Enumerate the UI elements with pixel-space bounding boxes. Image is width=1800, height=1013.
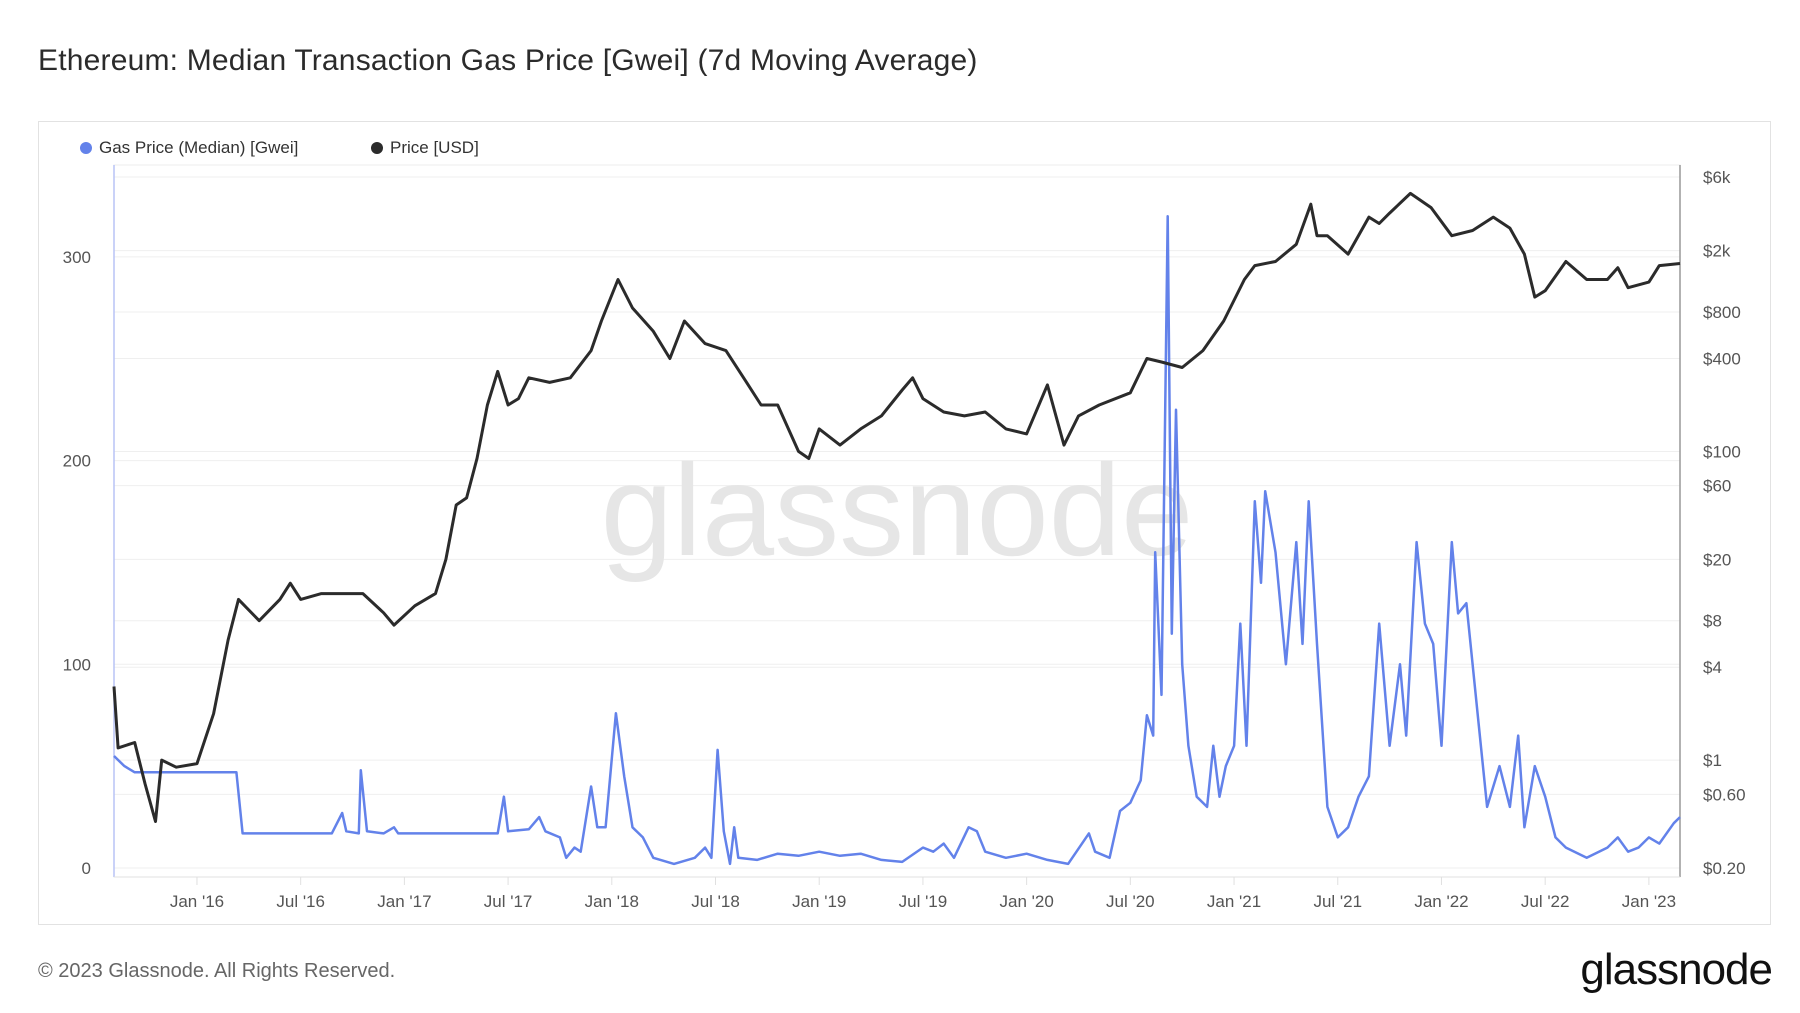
glassnode-logo: glassnode [1580, 945, 1773, 994]
x-tick-label: Jan '16 [170, 892, 224, 911]
y-right-tick-label: $0.60 [1703, 785, 1746, 804]
x-tick-label: Jan '21 [1207, 892, 1261, 911]
x-tick-label: Jan '19 [792, 892, 846, 911]
x-tick-label: Jul '19 [899, 892, 948, 911]
legend-label: Price [USD] [390, 138, 479, 157]
x-tick-label: Jul '20 [1106, 892, 1155, 911]
y-right-tick-label: $800 [1703, 303, 1741, 322]
y-left-tick-label: 0 [82, 859, 91, 878]
x-tick-label: Jan '20 [999, 892, 1053, 911]
y-right-tick-label: $1 [1703, 751, 1722, 770]
chart-frame [38, 121, 1771, 925]
y-right-tick-label: $0.20 [1703, 859, 1746, 878]
x-tick-label: Jul '16 [276, 892, 325, 911]
legend-label: Gas Price (Median) [Gwei] [99, 138, 299, 157]
x-tick-label: Jul '22 [1521, 892, 1570, 911]
y-left-tick-label: 300 [63, 248, 91, 267]
legend-item-gas-price[interactable]: Gas Price (Median) [Gwei] [80, 138, 298, 158]
usd-price-line [112, 191, 1681, 823]
x-tick-label: Jan '17 [377, 892, 431, 911]
x-tick-label: Jul '18 [691, 892, 740, 911]
y-right-tick-label: $100 [1703, 442, 1741, 461]
y-left-tick-label: 200 [63, 452, 91, 471]
x-tick-label: Jan '18 [585, 892, 639, 911]
chart-title: Ethereum: Median Transaction Gas Price [… [38, 44, 978, 77]
y-right-tick-label: $6k [1703, 168, 1731, 187]
legend-dot-icon [371, 142, 383, 154]
y-left-tick-label: 100 [63, 655, 91, 674]
y-right-tick-label: $8 [1703, 612, 1722, 631]
copyright-footer: © 2023 Glassnode. All Rights Reserved. [38, 960, 396, 982]
x-tick-label: Jul '21 [1313, 892, 1362, 911]
y-right-tick-label: $4 [1703, 658, 1722, 677]
y-right-tick-label: $2k [1703, 242, 1731, 261]
gas-price-line [113, 214, 1681, 866]
y-right-tick-label: $20 [1703, 550, 1731, 569]
legend-item-price[interactable]: Price [USD] [371, 138, 479, 158]
x-tick-label: Jul '17 [484, 892, 533, 911]
watermark: glassnode [601, 437, 1194, 583]
x-tick-label: Jan '22 [1414, 892, 1468, 911]
legend-dot-icon [80, 142, 92, 154]
x-tick-label: Jan '23 [1622, 892, 1676, 911]
y-right-tick-label: $60 [1703, 477, 1731, 496]
y-right-tick-label: $400 [1703, 350, 1741, 369]
